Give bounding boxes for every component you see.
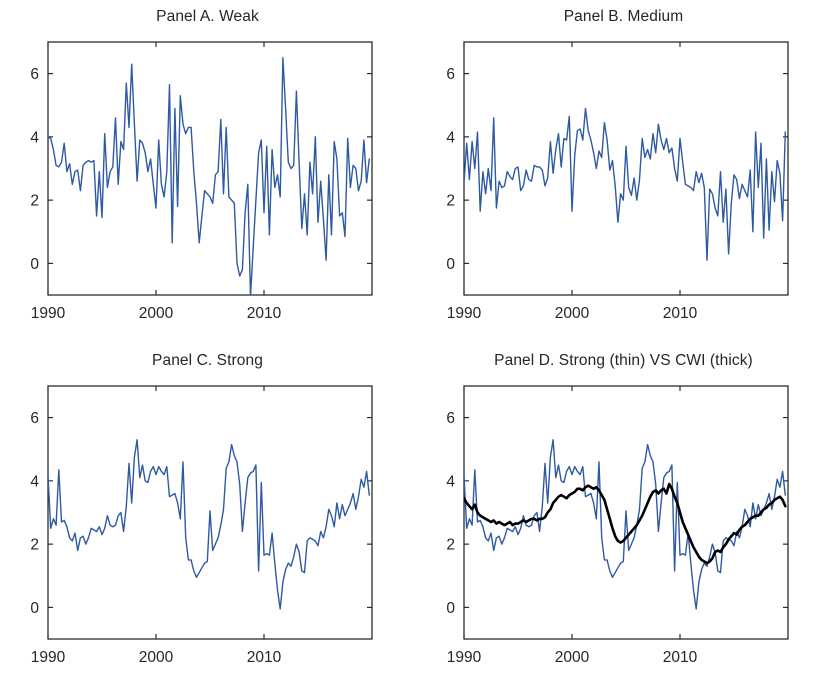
panel-a-title: Panel A. Weak: [156, 8, 259, 25]
svg-text:2: 2: [446, 537, 455, 554]
panel-a-plot: 1990 2000 2010 0 2 4 6: [30, 41, 373, 322]
svg-text:1990: 1990: [447, 305, 482, 322]
svg-text:6: 6: [30, 66, 39, 83]
svg-text:0: 0: [30, 600, 39, 617]
svg-text:6: 6: [30, 410, 39, 427]
panel-d: Panel D. Strong (thin) VS CWI (thick) 19…: [416, 344, 831, 681]
panel-b: Panel B. Medium 1990 2000 2010 0 2 4 6: [416, 0, 831, 337]
panel-c: Panel C. Strong 1990 2000 2010 0 2 4 6: [0, 344, 415, 681]
svg-text:6: 6: [446, 410, 455, 427]
svg-text:2010: 2010: [247, 305, 282, 322]
svg-text:2000: 2000: [139, 305, 174, 322]
svg-text:2010: 2010: [663, 305, 698, 322]
svg-text:1990: 1990: [447, 649, 482, 666]
panel-c-plot: 1990 2000 2010 0 2 4 6: [30, 385, 373, 666]
panel-b-plot: 1990 2000 2010 0 2 4 6: [446, 41, 789, 322]
svg-text:4: 4: [30, 129, 39, 146]
svg-text:2000: 2000: [555, 649, 590, 666]
svg-text:1990: 1990: [31, 305, 66, 322]
svg-text:2: 2: [446, 193, 455, 210]
svg-text:1990: 1990: [31, 649, 66, 666]
svg-text:2010: 2010: [663, 649, 698, 666]
svg-text:0: 0: [446, 256, 455, 273]
svg-text:0: 0: [30, 256, 39, 273]
svg-text:4: 4: [446, 473, 455, 490]
svg-text:4: 4: [30, 473, 39, 490]
svg-text:2: 2: [30, 537, 39, 554]
svg-text:4: 4: [446, 129, 455, 146]
svg-text:0: 0: [446, 600, 455, 617]
svg-text:2000: 2000: [555, 305, 590, 322]
panel-d-plot: 1990 2000 2010 0 2 4 6: [446, 385, 789, 666]
panel-c-title: Panel C. Strong: [152, 352, 263, 369]
svg-text:2000: 2000: [139, 649, 174, 666]
panel-a: Panel A. Weak 1990 2000 2010 0 2 4 6: [0, 0, 415, 337]
panel-b-title: Panel B. Medium: [563, 8, 684, 25]
svg-text:6: 6: [446, 66, 455, 83]
panel-d-title: Panel D. Strong (thin) VS CWI (thick): [494, 352, 753, 369]
svg-text:2010: 2010: [247, 649, 282, 666]
svg-text:2: 2: [30, 193, 39, 210]
